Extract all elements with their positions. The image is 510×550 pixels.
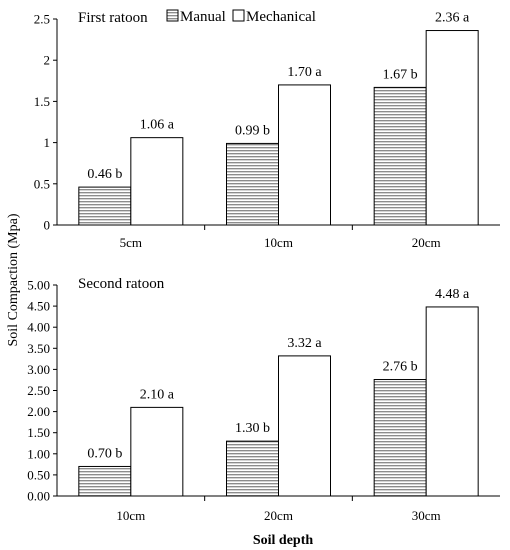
y-tick-label: 2.5 [34,12,50,27]
bar-mechanical [425,30,479,226]
bar-mechanical [278,84,331,226]
data-label: 2.36 a [435,11,470,26]
data-labels: 0.46 b 1.06 a 0.99 b 1.70 a 1.67 b 2.36 a [87,11,470,183]
data-label: 1.70 a [287,65,322,80]
x-tick-label: 10cm [116,508,145,523]
y-tick-label: 2.00 [27,404,50,419]
data-label: 2.76 b [383,360,418,375]
data-label: 0.46 b [87,167,122,182]
legend-label-manual: Manual [180,9,226,25]
bar-mechanical [425,306,479,497]
y-tick-label: 3.50 [27,341,50,356]
bar-mechanical [130,137,184,226]
chart-title: Second ratoon [78,276,165,292]
y-tick-label: 0.00 [27,489,50,504]
data-label: 1.30 b [235,421,270,436]
chart-second-ratoon: 0.00 0.50 1.00 1.50 2.00 2.50 3.00 3.50 4.00 4.50… [27,276,500,523]
x-axis-categories: 5cm 10cm 20cm [120,225,441,250]
y-tick-label: 4.50 [27,299,50,314]
y-tick-label: 4.00 [27,320,50,335]
data-label: 3.32 a [287,336,322,351]
x-tick-label: 20cm [412,235,441,250]
y-tick-label: 1 [44,135,51,150]
y-tick-label: 0.5 [34,176,50,191]
bar-manual [226,142,279,226]
y-tick-label: 1.00 [27,446,50,461]
data-label: 2.10 a [140,387,175,402]
data-label: 0.70 b [87,446,122,461]
chart-first-ratoon: 0 0.5 1 1.5 2 2.5 0.46 b 1.06 a 0.99 b 1.70 a 1.6… [34,9,500,250]
x-tick-label: 10cm [264,235,293,250]
chart-title: First ratoon [78,10,148,26]
bar-mechanical [130,406,184,497]
x-tick-label: 5cm [120,235,142,250]
y-axis-ticks: 0.00 0.50 1.00 1.50 2.00 2.50 3.00 3.50 4.00 4.50… [27,278,57,504]
y-tick-label: 2.50 [27,383,50,398]
bar-manual [226,440,279,497]
y-tick-label: 0.50 [27,467,50,482]
legend: Manual Mechanical [166,9,316,25]
legend-swatch-mechanical [232,9,245,22]
bars [78,30,479,226]
y-tick-label: 1.5 [34,94,50,109]
y-axis-label: Soil Compaction (Mpa) [6,213,21,346]
bar-manual [373,86,427,226]
x-tick-label: 20cm [264,508,293,523]
x-axis-label: Soil depth [253,533,314,548]
y-tick-label: 3.00 [27,362,50,377]
y-tick-label: 5.00 [27,278,50,293]
y-axis-ticks: 0 0.5 1 1.5 2 2.5 [34,12,57,233]
bars [78,306,479,497]
data-label: 4.48 a [435,287,470,302]
bar-manual [373,379,427,497]
y-tick-label: 0 [44,218,51,233]
x-tick-label: 30cm [412,508,441,523]
data-label: 0.99 b [235,123,270,138]
data-label: 1.06 a [140,118,175,133]
bar-mechanical [278,355,331,497]
legend-label-mechanical: Mechanical [246,9,316,25]
bar-manual [78,186,132,226]
x-axis-categories: 10cm 20cm 30cm [116,496,441,523]
bar-manual [78,465,132,497]
data-labels: 0.70 b 2.10 a 1.30 b 3.32 a 2.76 b 4.48 a [87,287,470,462]
y-tick-label: 2 [44,53,51,68]
data-label: 1.67 b [383,67,418,82]
y-tick-label: 1.50 [27,425,50,440]
legend-swatch-manual [166,9,179,22]
